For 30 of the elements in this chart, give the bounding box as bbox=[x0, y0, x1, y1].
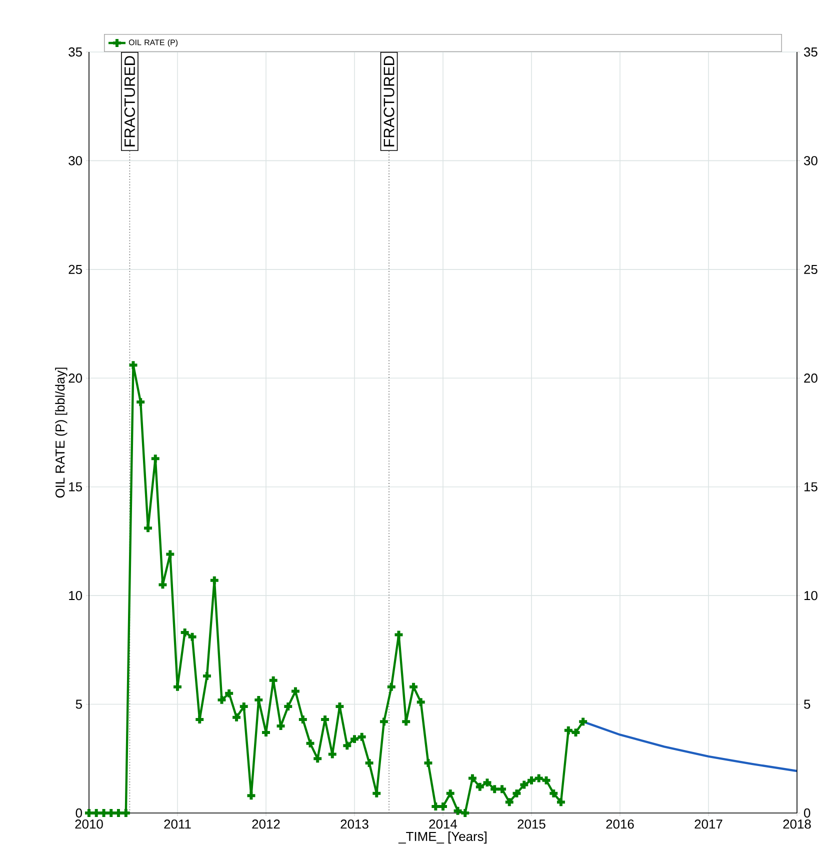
y-tick-label: 25 bbox=[68, 264, 82, 274]
x-tick-label: 2010 bbox=[75, 820, 103, 829]
y2-tick-label: 15 bbox=[804, 482, 818, 492]
y-tick-label: 30 bbox=[68, 156, 82, 166]
ref-line-label: FRACTURED bbox=[384, 56, 394, 146]
y2-tick-label: 25 bbox=[804, 264, 818, 274]
x-axis-title: _TIME_ [Years] bbox=[398, 832, 486, 844]
ref-line-label: FRACTURED bbox=[124, 56, 135, 146]
y-tick-label: 35 bbox=[68, 47, 82, 57]
y2-tick-label: 10 bbox=[804, 590, 818, 600]
x-tick-label: 2013 bbox=[340, 820, 368, 829]
y2-tick-label: 5 bbox=[804, 700, 810, 709]
x-tick-label: 2016 bbox=[606, 820, 634, 829]
x-tick-label: 2017 bbox=[694, 820, 722, 829]
x-tick-label: 2014 bbox=[429, 820, 458, 829]
y2-tick-label: 0 bbox=[804, 808, 810, 818]
y2-tick-label: 35 bbox=[804, 47, 818, 57]
x-tick-label: 2011 bbox=[164, 820, 191, 829]
y2-tick-label: 30 bbox=[804, 156, 818, 166]
x-tick-label: 2015 bbox=[518, 820, 546, 829]
y-tick-label: 15 bbox=[69, 482, 82, 492]
y-tick-label: 0 bbox=[76, 808, 82, 818]
y-tick-label: 10 bbox=[69, 590, 82, 600]
y-tick-label: 20 bbox=[68, 374, 82, 383]
y-tick-label: 5 bbox=[76, 700, 82, 709]
y2-tick-label: 20 bbox=[804, 374, 818, 383]
x-tick-label: 2018 bbox=[783, 820, 811, 829]
line-series bbox=[582, 720, 797, 772]
y-axis-title: OIL RATE (P) [bbl/day] bbox=[55, 368, 68, 498]
x-tick-label: 2012 bbox=[252, 820, 280, 829]
